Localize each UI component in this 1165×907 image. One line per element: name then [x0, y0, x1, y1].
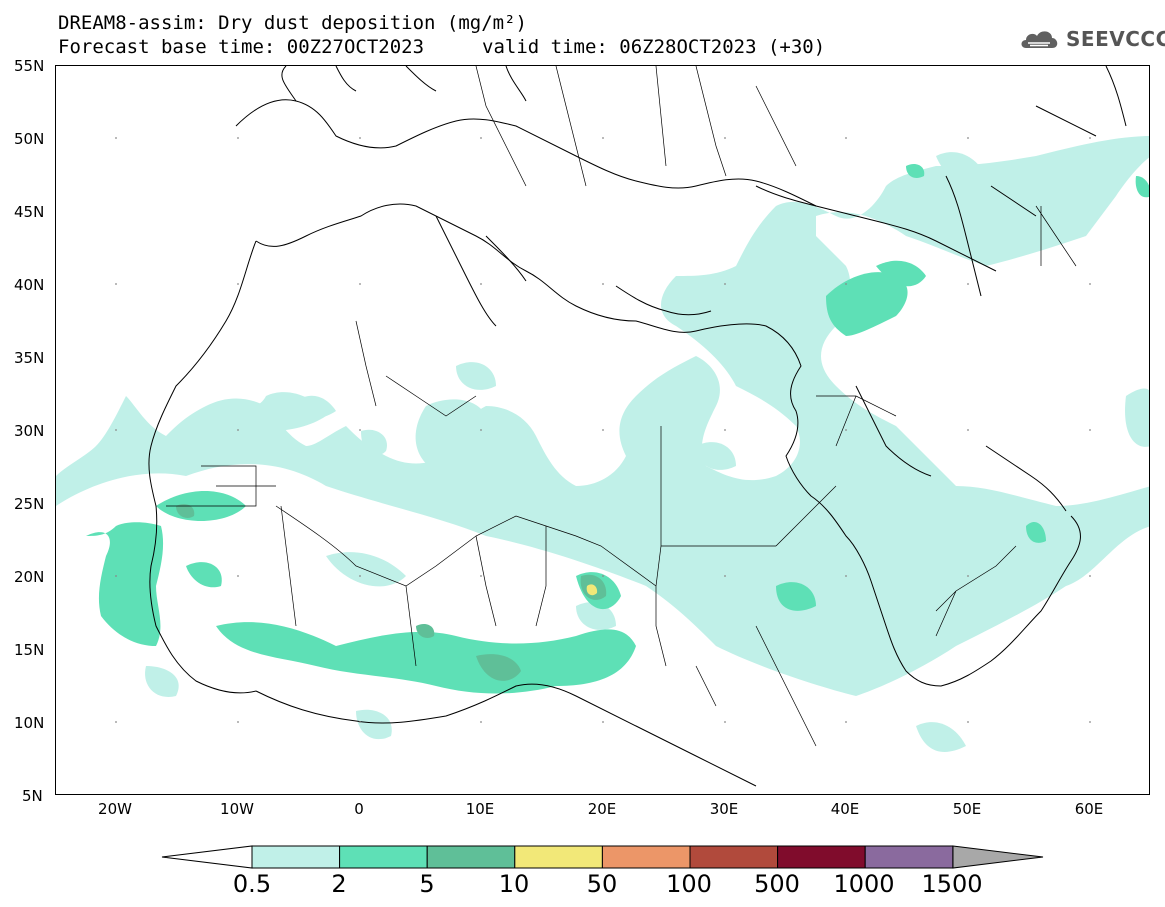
grid-dots: [115, 137, 1091, 723]
deposition-level-2-5: [86, 164, 1149, 694]
lon-label-0: 0: [354, 800, 364, 818]
seevccc-logo: SEEVCCC: [1018, 25, 1165, 53]
legend-label-2: 2: [331, 870, 347, 898]
legend-label-1500: 1500: [921, 870, 983, 898]
legend-label-10: 10: [498, 870, 530, 898]
legend-label-0.5: 0.5: [232, 870, 272, 898]
legend-swatch: [601, 845, 691, 869]
legend-swatches: [251, 845, 954, 869]
lon-label-50e: 50E: [952, 800, 982, 818]
deposition-level-0.5-2: [56, 136, 1149, 752]
legend-label-50: 50: [586, 870, 618, 898]
legend-swatch: [777, 845, 866, 869]
legend-swatch: [864, 845, 954, 869]
deposition-level-10-50: [586, 584, 598, 596]
lat-label-45n: 45N: [14, 203, 45, 221]
lat-label-55n: 55N: [14, 57, 45, 75]
lon-label-20e: 20E: [587, 800, 617, 818]
map-panel: [55, 65, 1150, 795]
lat-label-25n: 25N: [14, 495, 45, 513]
lat-label-30n: 30N: [14, 422, 45, 440]
lon-label-60e: 60E: [1074, 800, 1104, 818]
legend-swatch: [514, 845, 603, 869]
colorbar-legend: [161, 845, 1044, 869]
forecast-base-time: Forecast base time: 00Z27OCT2023: [58, 36, 425, 58]
lat-label-40n: 40N: [14, 276, 45, 294]
legend-swatch: [339, 845, 428, 869]
deposition-level-5-10: [176, 504, 607, 681]
lon-label-30e: 30E: [709, 800, 739, 818]
legend-label-1000: 1000: [833, 870, 895, 898]
cloud-icon: [1021, 31, 1058, 48]
dust-map: [56, 66, 1149, 787]
lat-label-10n: 10N: [14, 714, 45, 732]
valid-time: valid time: 06Z28OCT2023 (+30): [482, 36, 826, 58]
lat-label-35n: 35N: [14, 349, 45, 367]
lat-label-20n: 20N: [14, 568, 45, 586]
lon-label-20w: 20W: [98, 800, 132, 818]
legend-label-5: 5: [419, 870, 435, 898]
legend-swatch: [426, 845, 516, 869]
legend-label-100: 100: [666, 870, 712, 898]
lon-label-40e: 40E: [830, 800, 860, 818]
legend-swatch: [251, 845, 341, 869]
lat-label-15n: 15N: [14, 641, 45, 659]
lat-label-50n: 50N: [14, 130, 45, 148]
lon-label-10e: 10E: [465, 800, 495, 818]
country-borders: [166, 66, 1077, 747]
lon-label-10w: 10W: [220, 800, 254, 818]
coastlines: [148, 66, 1127, 787]
map-title: DREAM8-assim: Dry dust deposition (mg/m²…: [58, 12, 527, 34]
lat-label-5n: 5N: [22, 787, 43, 805]
legend-label-500: 500: [754, 870, 800, 898]
legend-over-arrow: [952, 845, 1044, 869]
logo-text: SEEVCCC: [1066, 27, 1165, 51]
legend-swatch: [689, 845, 779, 869]
legend-under-arrow: [161, 845, 253, 869]
